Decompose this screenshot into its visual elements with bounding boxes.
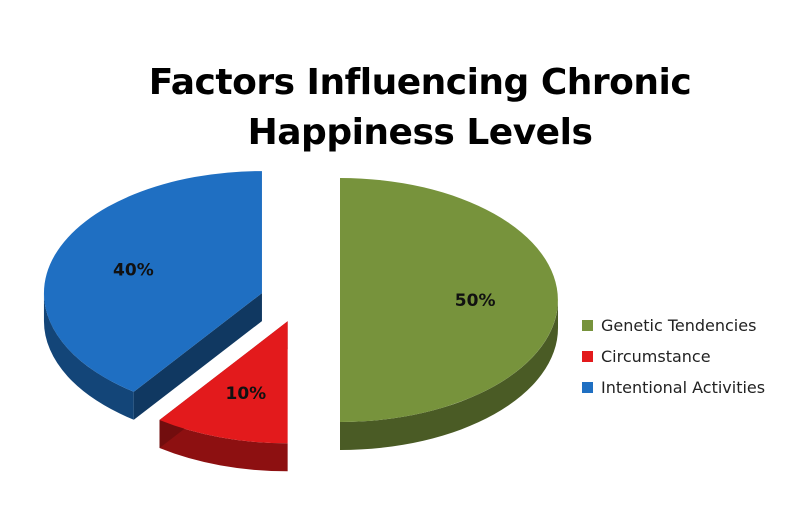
legend-item-circumstance: Circumstance bbox=[582, 341, 765, 372]
legend-label-genetic-tendencies: Genetic Tendencies bbox=[601, 316, 757, 335]
legend-item-genetic-tendencies: Genetic Tendencies bbox=[582, 310, 765, 341]
chart-title: Factors Influencing Chronic Happiness Le… bbox=[60, 58, 780, 158]
data-label-intentional-activities: 40% bbox=[113, 261, 154, 281]
legend-swatch-circumstance bbox=[582, 351, 593, 362]
pie-slice-top-circumstance bbox=[159, 321, 288, 444]
pie-slice-top-intentional-activities bbox=[43, 171, 262, 392]
pie-slice-cut-intentional-activities-0 bbox=[133, 293, 262, 420]
legend-item-intentional-activities: Intentional Activities bbox=[582, 372, 765, 403]
pie-data-labels: 40% 50% 10% bbox=[113, 261, 495, 405]
legend-swatch-genetic-tendencies bbox=[582, 320, 593, 331]
chart-title-line-2: Happiness Levels bbox=[247, 112, 593, 153]
chart-title-line-1: Factors Influencing Chronic bbox=[148, 62, 692, 103]
legend-swatch-intentional-activities bbox=[582, 382, 593, 393]
pie-slices bbox=[43, 171, 558, 472]
pie-slice-side-circumstance bbox=[159, 420, 288, 472]
pie-slice-intentional-activities bbox=[43, 171, 262, 420]
legend-label-circumstance: Circumstance bbox=[601, 347, 711, 366]
legend: Genetic Tendencies Circumstance Intentio… bbox=[582, 310, 765, 403]
legend-label-intentional-activities: Intentional Activities bbox=[601, 378, 766, 397]
pie-slice-top-genetic-tendencies bbox=[340, 178, 558, 422]
data-label-genetic-tendencies: 50% bbox=[455, 291, 496, 311]
pie-slice-genetic-tendencies bbox=[340, 178, 558, 450]
pie-slice-side-intentional-activities bbox=[43, 293, 134, 420]
pie-slice-side-genetic-tendencies bbox=[340, 300, 558, 450]
pie-slice-circumstance bbox=[159, 321, 288, 472]
data-label-circumstance: 10% bbox=[226, 384, 267, 404]
